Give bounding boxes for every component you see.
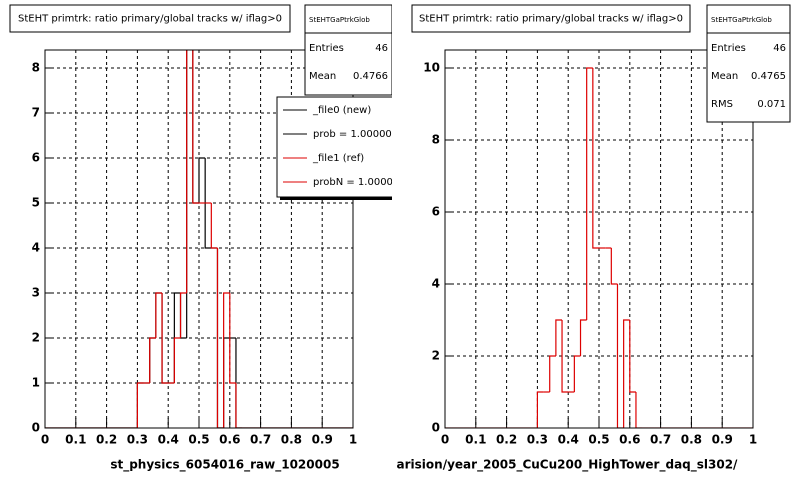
x-tick-label: 0.1	[465, 433, 486, 447]
stats-label: Entries	[711, 43, 746, 54]
legend-note: prob = 1.000000	[313, 129, 398, 140]
x-tick-label: 0.6	[219, 433, 240, 447]
y-tick-label: 2	[432, 349, 440, 363]
histogram-bin	[235, 338, 243, 428]
legend-box	[276, 96, 392, 198]
x-tick-label: 0.1	[65, 433, 86, 447]
stats-title: StEHTGaPtrkGlob	[309, 16, 370, 24]
title-box	[9, 4, 291, 33]
histogram-bin	[635, 392, 643, 428]
y-tick-label: 2	[32, 331, 40, 345]
histogram-bin	[235, 383, 243, 428]
histogram-bin	[223, 292, 230, 428]
chart-title: StEHT primtrk: ratio primary/global trac…	[419, 14, 683, 25]
y-tick-label: 6	[432, 205, 440, 219]
y-tick-label: 0	[32, 421, 40, 435]
histogram-bin	[573, 355, 581, 392]
x-tick-label: 0	[441, 433, 449, 447]
y-tick-label: 3	[32, 286, 40, 300]
histogram-group	[45, 50, 353, 428]
y-tick-label: 0	[432, 421, 440, 435]
x-tick-label: 0.7	[650, 433, 671, 447]
histogram-bin	[623, 319, 630, 428]
x-tick-label: 0.3	[527, 433, 548, 447]
histogram-bin	[149, 337, 156, 383]
x-tick-label: 0.8	[681, 433, 702, 447]
stats-value: 46	[773, 43, 786, 54]
y-tick-label: 1	[32, 376, 40, 390]
stats-value: 46	[375, 43, 388, 54]
histogram-bin	[216, 248, 224, 428]
stats-value: 0.4766	[353, 71, 388, 82]
plot-border	[44, 49, 354, 429]
x-tick-label: 0.3	[127, 433, 148, 447]
legend-note: probN = 1.00000	[313, 177, 399, 188]
histogram-bin	[229, 293, 236, 384]
histogram-bin	[204, 158, 212, 249]
x-tick-label: 0.9	[312, 433, 333, 447]
histogram-group	[445, 67, 753, 428]
chart-title: StEHT primtrk: ratio primary/global trac…	[18, 14, 282, 25]
histogram-bin	[136, 382, 144, 428]
x-tick-label: 0.7	[250, 433, 271, 447]
histogram-bin	[555, 319, 563, 356]
x-tick-label: 0.2	[496, 433, 517, 447]
x-tick-label: 1	[749, 433, 757, 447]
stats-title: StEHTGaPtrkGlob	[711, 16, 772, 24]
histogram-bin	[173, 337, 181, 383]
histogram-bin	[549, 355, 556, 392]
x-tick-label: 0.6	[619, 433, 640, 447]
histogram-bin	[198, 157, 206, 203]
histogram-bin	[210, 203, 218, 249]
legend-label: _file0 (new)	[312, 105, 371, 116]
histogram-bin	[155, 292, 163, 338]
y-tick-label: 4	[432, 277, 440, 291]
x-tick-label: 0.2	[96, 433, 117, 447]
y-tick-label: 8	[32, 61, 40, 75]
stats-label: Mean	[309, 71, 336, 82]
stats-label: RMS	[711, 99, 733, 110]
histogram-bin	[561, 320, 569, 393]
x-tick-label: 0.5	[588, 433, 609, 447]
x-tick-label: 1	[349, 433, 357, 447]
title-box	[411, 4, 691, 33]
x-tick-label: 0.8	[281, 433, 302, 447]
y-tick-label: 7	[32, 106, 40, 120]
histogram-bin	[186, 50, 188, 293]
x-axis-label: arision/year_2005_CuCu200_HighTower_daq_…	[397, 458, 739, 473]
chart-panel: 0 1 2 3 4 5 6 7 8 0 0.1 0.2 0.3 0.4 0.5 0.6 0.7 0.8 0.9 1 st…	[9, 4, 399, 473]
legend-label: _file1 (ref)	[312, 153, 364, 164]
x-tick-label: 0.5	[188, 433, 209, 447]
histogram-bin	[586, 67, 593, 320]
stats-label: Entries	[309, 43, 344, 54]
histogram-bin	[161, 293, 169, 384]
stats-box	[304, 4, 392, 96]
x-axis-label: st_physics_6054016_raw_1020005	[110, 458, 339, 473]
y-tick-label: 10	[423, 61, 440, 75]
histogram-bin	[592, 68, 599, 249]
y-tick-label: 8	[432, 133, 440, 147]
x-tick-label: 0.9	[712, 433, 733, 447]
histogram-bin	[579, 319, 587, 356]
x-tick-label: 0.4	[558, 433, 579, 447]
histogram-bin	[536, 391, 544, 428]
histogram-bin	[192, 50, 199, 204]
x-tick-label: 0	[41, 433, 49, 447]
y-tick-label: 5	[32, 196, 40, 210]
stats-value: 0.071	[757, 99, 786, 110]
stats-box	[706, 4, 791, 123]
stats-label: Mean	[711, 71, 738, 82]
histogram-bin	[629, 320, 636, 393]
y-tick-label: 4	[32, 241, 40, 255]
plot-border	[444, 49, 754, 429]
histogram-bin	[616, 284, 624, 428]
y-tick-label: 6	[32, 151, 40, 165]
histogram-bin	[179, 292, 187, 338]
histogram-bin	[610, 248, 618, 285]
stats-value: 0.4765	[751, 71, 786, 82]
x-tick-label: 0.4	[158, 433, 179, 447]
